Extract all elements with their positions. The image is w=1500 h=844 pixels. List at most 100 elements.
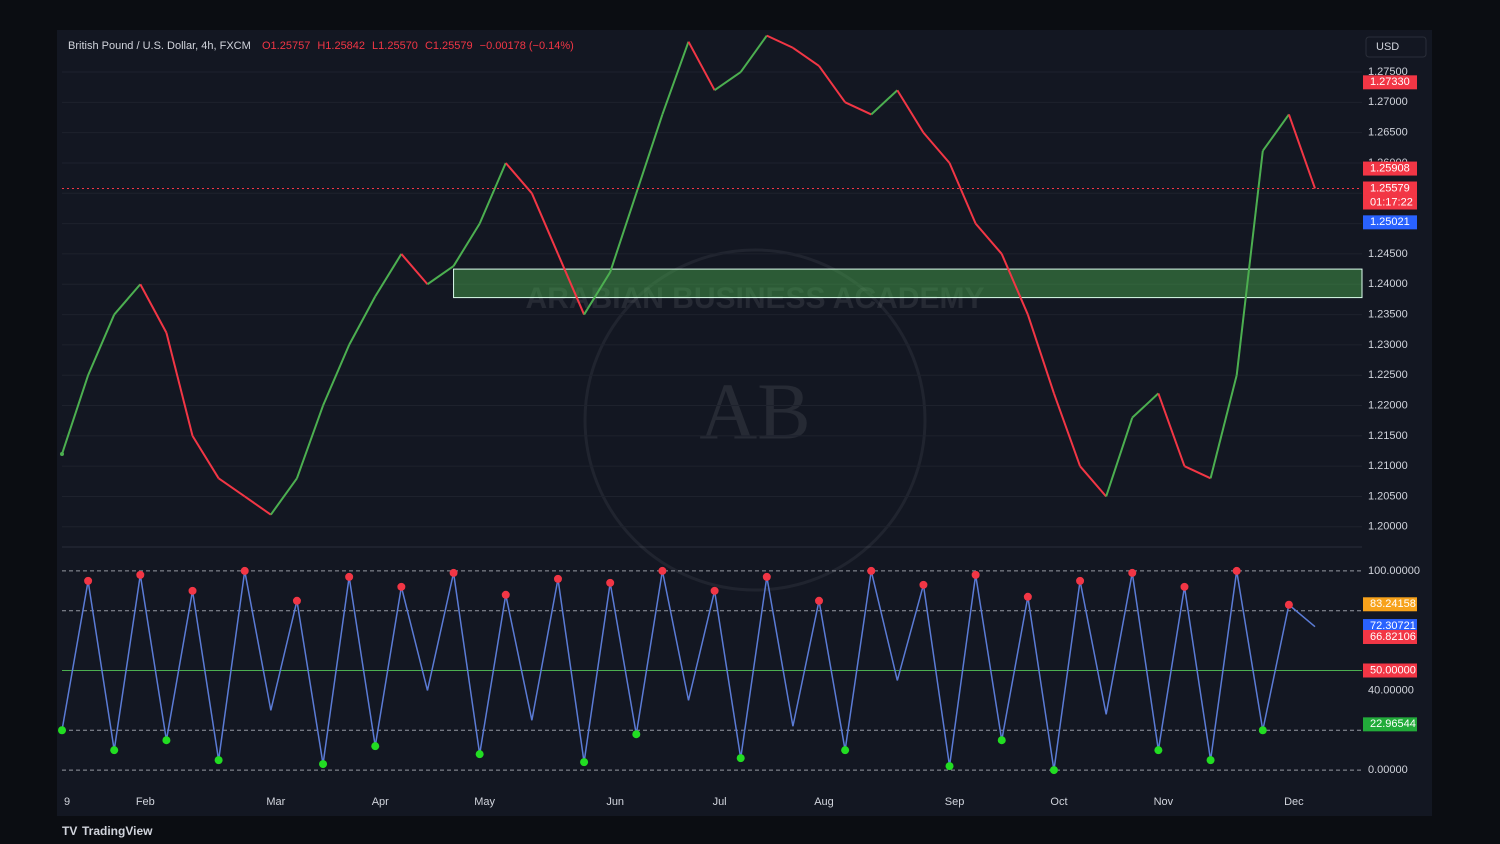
oversold-dot [371, 742, 380, 751]
overbought-dot [1284, 600, 1293, 609]
oversold-dot [319, 760, 328, 769]
x-tick-label: Feb [136, 796, 155, 808]
price-segment [974, 222, 1003, 255]
overbought-dot [136, 570, 145, 579]
price-segment [61, 374, 90, 455]
oversold-dot [1049, 766, 1058, 775]
price-tag-label: 1.25908 [1370, 162, 1410, 174]
price-segment [1053, 393, 1082, 467]
oversold-dot [475, 750, 484, 759]
overbought-dot [919, 580, 928, 589]
overbought-dot [240, 566, 249, 575]
overbought-dot [815, 596, 824, 605]
price-tag [1363, 215, 1417, 230]
overbought-dot [762, 572, 771, 581]
price-segment [896, 89, 925, 134]
y-tick-label: 1.20500 [1368, 490, 1408, 502]
ohlc-value: O1.25757 [262, 40, 310, 52]
overbought-dot [501, 590, 510, 599]
y-tick-label: 1.24500 [1368, 248, 1408, 260]
price-segment [766, 34, 794, 49]
price-segment [139, 283, 168, 334]
x-tick-label: May [474, 796, 495, 808]
price-segment [113, 283, 142, 316]
price-segment [1287, 114, 1316, 189]
price-segment [739, 35, 768, 73]
overbought-dot [710, 586, 719, 595]
price-tag [1363, 181, 1417, 196]
price-segment [1131, 392, 1160, 419]
price-tag-label: 1.25579 [1370, 182, 1410, 194]
overbought-dot [553, 574, 562, 583]
price-tag-label: 1.25021 [1370, 216, 1410, 228]
oversold-dot [632, 730, 641, 739]
price-segment [635, 114, 664, 194]
ohlc-value: L1.25570 [372, 40, 418, 52]
oscillator-line [61, 570, 1316, 771]
price-segment [270, 477, 298, 516]
oversold-dot [1258, 726, 1267, 735]
oversold-dot [736, 754, 745, 763]
chart-panel [57, 30, 1432, 816]
price-segment [1000, 253, 1029, 315]
price-segment [1157, 393, 1186, 467]
price-segment [922, 132, 951, 164]
footer-logo: TV [62, 824, 77, 838]
price-segment [557, 253, 586, 315]
oversold-dot [58, 726, 66, 735]
support-zone [453, 268, 1363, 299]
price-segment [844, 101, 872, 116]
price-segment [1261, 113, 1290, 152]
price-segment [948, 162, 977, 225]
ohlc-value: H1.25842 [317, 40, 365, 52]
y-tick-label: 1.22000 [1368, 399, 1408, 411]
overbought-dot [449, 568, 458, 577]
overbought-dot [1232, 566, 1241, 575]
footer-brand: TradingView [82, 824, 153, 838]
oversold-dot [214, 756, 223, 765]
overbought-dot [606, 578, 615, 587]
price-tag-label: 1.27330 [1370, 76, 1410, 88]
price-segment [1209, 374, 1238, 479]
oversold-dot [162, 736, 171, 745]
chart-title: British Pound / U.S. Dollar, 4h, FXCM [68, 40, 251, 52]
price-segment [191, 435, 220, 479]
oversold-dot [580, 758, 589, 767]
price-tag [1363, 629, 1417, 644]
y-tick-label: 1.23500 [1368, 308, 1408, 320]
overbought-dot [397, 582, 406, 591]
price-tag-label: 50.00000 [1370, 664, 1416, 676]
price-segment [530, 192, 559, 255]
x-tick-label: Oct [1050, 796, 1067, 808]
overbought-dot [971, 570, 980, 579]
overbought-dot [84, 576, 93, 585]
price-tag [1363, 75, 1417, 90]
y-tick-label: 1.20000 [1368, 521, 1408, 533]
y-tick-label: 1.24000 [1368, 278, 1408, 290]
price-tag-label: 22.96544 [1370, 718, 1416, 730]
currency: USD [1376, 41, 1399, 53]
price-tag [1363, 597, 1417, 612]
price-segment [87, 314, 116, 376]
watermark-ring [583, 248, 927, 592]
price-segment [714, 71, 742, 92]
price-segment [348, 295, 377, 346]
y-tick-label: 1.27500 [1368, 66, 1408, 78]
y-tick-label: 1.21000 [1368, 460, 1408, 472]
price-segment [452, 223, 481, 267]
y-tick-label: 1.23000 [1368, 339, 1408, 351]
overbought-dot [1180, 582, 1189, 591]
y-tick-label: 1.21500 [1368, 430, 1408, 442]
price-segment [870, 89, 899, 116]
price-segment [165, 332, 194, 437]
watermark-logo: AB [699, 368, 810, 456]
currency-box [1365, 36, 1427, 58]
y-tick-label: 1.26500 [1368, 127, 1408, 139]
price-segment [792, 46, 820, 67]
y-tick-label: 1.22500 [1368, 369, 1408, 381]
price-segment [583, 271, 612, 316]
price-segment [244, 495, 272, 516]
x-tick-label: 9 [64, 796, 70, 808]
watermark-brand: ARABIAN BUSINESS ACADEMY [526, 282, 985, 315]
